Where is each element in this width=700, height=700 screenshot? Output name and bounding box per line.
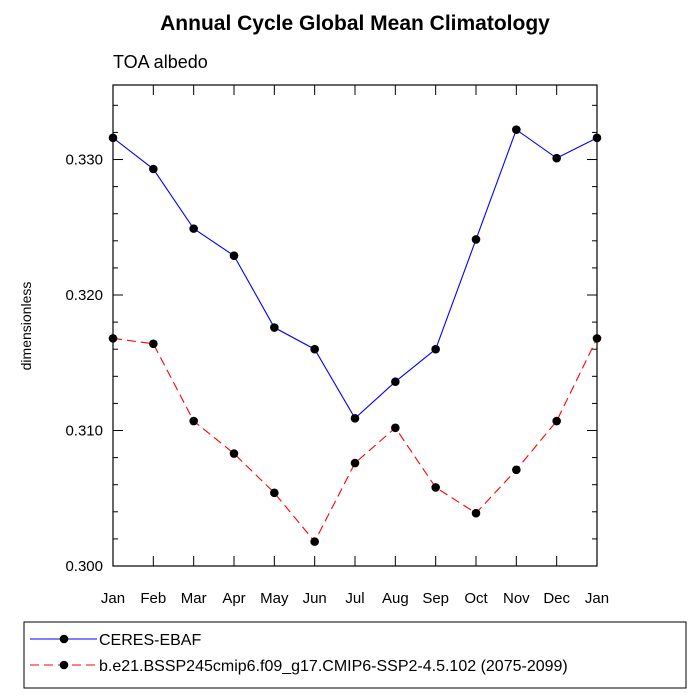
series-1-point [552, 153, 561, 163]
x-tick-label: Mar [181, 590, 207, 607]
series-line-2 [112, 337, 598, 543]
chart-subtitle: TOA albedo [113, 52, 208, 72]
series-2-point [270, 488, 279, 498]
series-2-point [391, 423, 400, 433]
x-tick-label: Jan [585, 590, 609, 607]
x-tick-label: Sep [422, 590, 449, 607]
y-tick-label: 0.310 [65, 423, 103, 440]
y-axis-ticks: 0.300 0.310 0.320 0.330 [65, 104, 597, 575]
series-2-point [229, 449, 239, 458]
series-1-point [270, 323, 279, 332]
series-1-point [512, 125, 521, 135]
legend-marker-2 [59, 660, 69, 670]
x-tick-label: Feb [140, 590, 166, 607]
x-tick-label: Nov [503, 590, 530, 607]
series-2-point [552, 416, 561, 426]
legend-marker-1 [59, 634, 69, 644]
x-tick-label: Jun [303, 590, 327, 607]
x-tick-label: May [260, 590, 289, 607]
series-1-point [149, 164, 158, 174]
x-tick-label: Aug [382, 590, 409, 607]
x-tick-label: Apr [222, 590, 245, 607]
series-2-point [189, 416, 198, 426]
series-1-point [431, 344, 440, 354]
x-tick-label: Oct [464, 590, 488, 607]
series-2-point [431, 483, 440, 492]
chart-title: Annual Cycle Global Mean Climatology [160, 12, 550, 35]
series-2-point [108, 334, 118, 343]
series-line-1 [112, 128, 598, 420]
legend-label-1: CERES-EBAF [99, 632, 201, 649]
y-axis-label: dimensionless [18, 282, 34, 371]
x-axis-ticks: Jan Feb Mar Apr May Jun Jul Aug Sep Oct Nov Dec Jan [101, 85, 609, 607]
series-layer [108, 125, 602, 546]
y-tick-label: 0.320 [65, 287, 103, 304]
series-1-point [391, 377, 400, 387]
legend-label-2: b.e21.BSSP245cmip6.f09_g17.CMIP6-SSP2-4.… [99, 658, 568, 675]
x-tick-label: Jul [345, 590, 364, 607]
series-2-point [149, 339, 158, 349]
series-2-point [350, 458, 360, 468]
series-1-point [189, 224, 198, 233]
legend-box [23, 621, 687, 689]
x-tick-label: Dec [543, 590, 570, 607]
series-2-point [310, 537, 319, 546]
x-tick-label: Jan [101, 590, 125, 607]
series-2-point [592, 334, 602, 343]
series-2-point [512, 465, 521, 475]
series-1-point [592, 133, 602, 143]
plot-frame [112, 84, 598, 567]
y-tick-label: 0.330 [65, 152, 103, 169]
series-2-point [471, 508, 481, 518]
series-1-point [229, 251, 239, 261]
y-tick-label: 0.300 [65, 558, 103, 575]
series-1-point [310, 344, 319, 354]
series-1-point [108, 133, 118, 143]
series-1-point [471, 235, 481, 244]
series-1-point [350, 414, 360, 423]
legend: CERES-EBAF b.e21.BSSP245cmip6.f09_g17.CMI… [23, 621, 687, 689]
